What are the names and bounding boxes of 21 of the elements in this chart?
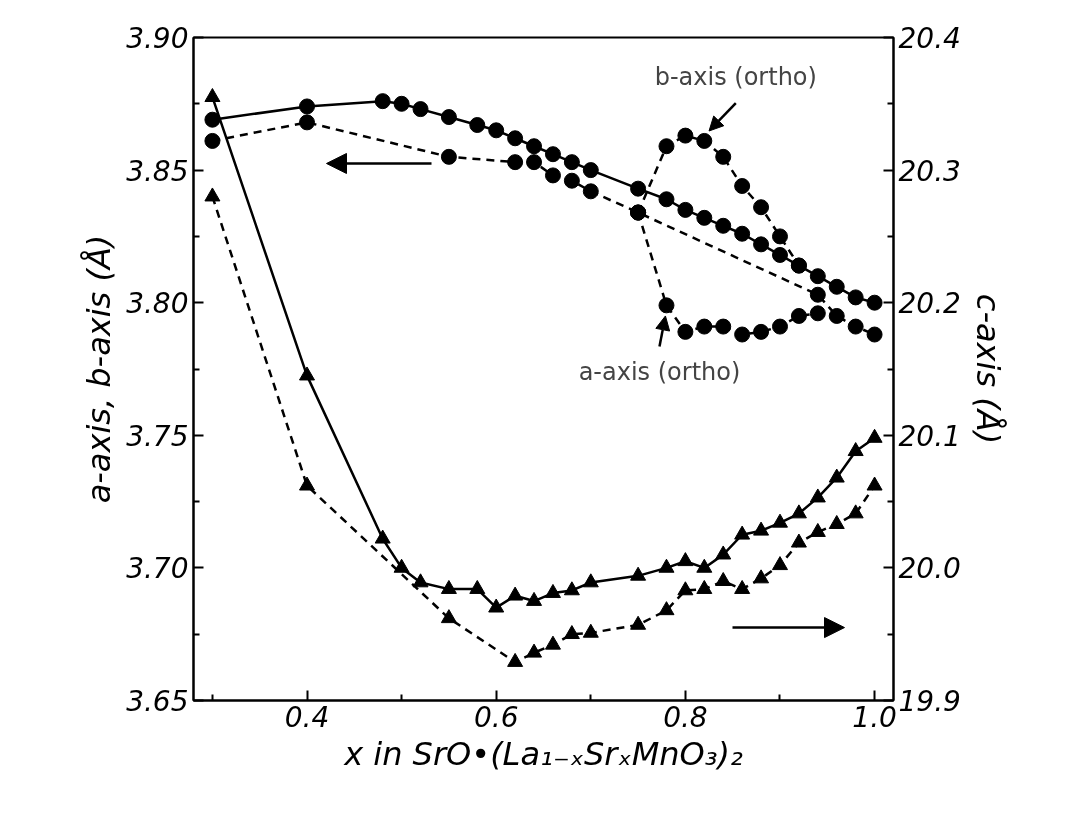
y-axis-title: a-axis, b-axis (Å): [80, 234, 119, 504]
y2-tick-label: 20.0: [898, 552, 961, 586]
y2-axis-title: c-axis (Å): [968, 293, 1007, 445]
x-tick-label: 0.4: [284, 700, 330, 734]
y2-tick-label: 20.4: [898, 22, 961, 55]
x-axis-title: x in SrO•(La₁₋ₓSrₓMnO₃)₂: [343, 734, 744, 773]
y2-tick-label: 20.3: [898, 154, 961, 188]
x-tick-label: 0.8: [663, 700, 708, 734]
y2-tick-label: 19.9: [898, 685, 961, 718]
annotation: b-axis (ortho): [654, 63, 817, 92]
y-tick-label: 3.75: [126, 419, 189, 453]
y-tick-label: 3.70: [126, 552, 189, 586]
y2-tick-label: 20.2: [898, 287, 961, 321]
y-tick-label: 3.80: [126, 287, 189, 321]
y-tick-label: 3.65: [126, 685, 189, 718]
x-tick-label: 1.0: [852, 700, 897, 734]
x-tick-label: 0.6: [473, 700, 519, 734]
y-tick-label: 3.85: [126, 154, 189, 188]
y2-tick-label: 20.1: [898, 419, 961, 453]
annotation: a-axis (ortho): [578, 358, 741, 387]
y-tick-label: 3.90: [126, 22, 189, 55]
